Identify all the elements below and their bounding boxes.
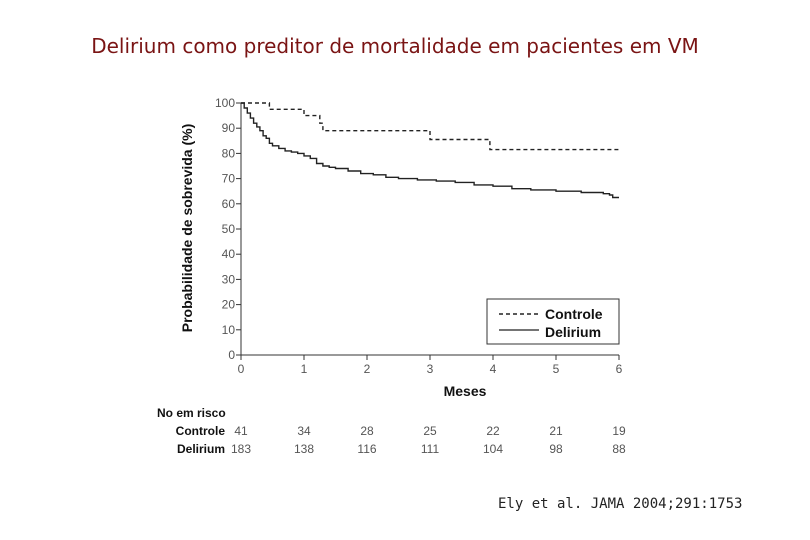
risk-value-controle: 34	[297, 424, 311, 438]
risk-value-delirium: 138	[294, 442, 314, 456]
risk-value-controle: 19	[612, 424, 626, 438]
citation: Ely et al. JAMA 2004;291:1753	[498, 496, 743, 512]
risk-value-delirium: 183	[231, 442, 251, 456]
y-tick-label: 60	[222, 197, 236, 211]
x-tick-label: 6	[616, 362, 623, 376]
y-tick-label: 0	[228, 348, 235, 362]
risk-value-delirium: 88	[612, 442, 626, 456]
risk-value-delirium: 98	[549, 442, 563, 456]
risk-values: 41 34 28 25 22 21 19 183 138 116 111 104 98 88	[231, 424, 626, 456]
risk-value-controle: 21	[549, 424, 563, 438]
risk-value-controle: 25	[423, 424, 437, 438]
y-tick-label: 90	[222, 121, 236, 135]
chart-axes: 0 10 20 30 40 50 60 70 80 90 100 0 1 2 3 4 5 6	[215, 96, 623, 376]
y-tick-label: 80	[222, 146, 236, 160]
legend-box	[486, 298, 620, 345]
risk-value-delirium: 116	[357, 442, 376, 456]
x-tick-label: 4	[490, 362, 497, 376]
x-tick-label: 3	[427, 362, 434, 376]
x-axis-title: Meses	[444, 383, 487, 399]
chart-legend: Controle Delirium	[486, 298, 620, 345]
y-tick-label: 100	[215, 96, 235, 110]
y-tick-label: 50	[222, 222, 236, 236]
slide-title: Delirium como preditor de mortalidade em…	[91, 34, 699, 58]
x-tick-label: 0	[238, 362, 245, 376]
risk-value-controle: 41	[234, 424, 248, 438]
y-tick-label: 30	[222, 272, 236, 286]
series-line-controle	[241, 102, 619, 151]
risk-value-delirium: 104	[483, 442, 503, 456]
risk-table: No em risco Controle Delirium 41 34 28 25 22…	[157, 406, 626, 456]
series-line-delirium	[241, 102, 619, 199]
y-tick-label: 10	[222, 323, 236, 337]
x-tick-label: 5	[553, 362, 560, 376]
x-tick-label: 1	[301, 362, 308, 376]
x-tick-label: 2	[364, 362, 371, 376]
risk-value-controle: 28	[360, 424, 374, 438]
risk-table-title: No em risco	[157, 406, 226, 420]
risk-value-controle: 22	[486, 424, 500, 438]
y-axis-title: Probabilidade de sobrevida (%)	[179, 124, 195, 333]
legend-label-delirium: Delirium	[545, 324, 601, 340]
y-tick-label: 70	[222, 172, 236, 186]
y-tick-label: 20	[222, 298, 236, 312]
series-layer	[241, 102, 619, 199]
y-tick-label: 40	[222, 247, 236, 261]
legend-label-controle: Controle	[545, 306, 603, 322]
risk-row-label-controle: Controle	[176, 424, 226, 438]
risk-row-label-delirium: Delirium	[177, 442, 225, 456]
risk-value-delirium: 111	[421, 442, 440, 456]
